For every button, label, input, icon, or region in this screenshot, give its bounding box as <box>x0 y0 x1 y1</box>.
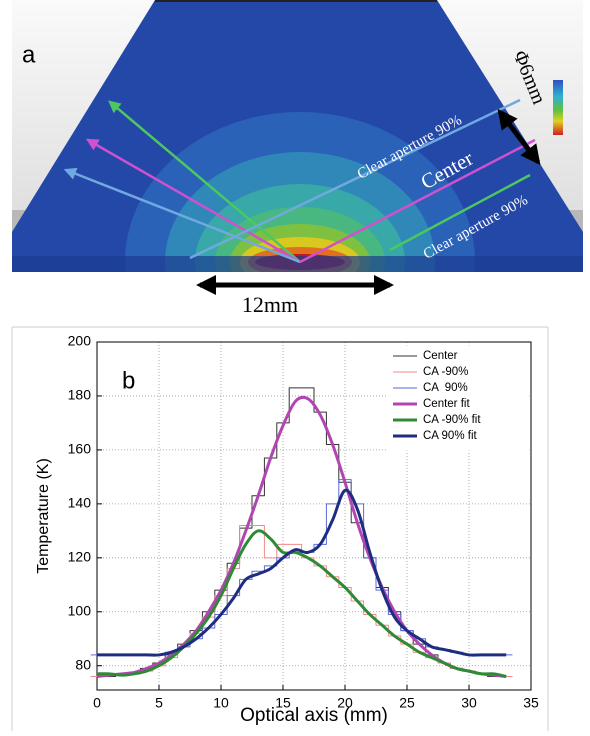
plot-frame <box>96 341 532 691</box>
width-label: 12mm <box>242 292 298 317</box>
y-axis-label: Temperature (K) <box>35 458 52 574</box>
y-tick-label: 80 <box>75 656 91 672</box>
legend-label: CA -90% <box>423 366 468 378</box>
legend-label: Center <box>423 350 458 362</box>
series-line <box>96 529 507 678</box>
y-tick-label: 100 <box>68 602 92 618</box>
legend-label: CA 90% fit <box>423 430 477 442</box>
x-tick-label: 15 <box>275 695 291 711</box>
panel-label: b <box>122 367 135 394</box>
legend-label: CA 90% <box>423 382 468 394</box>
x-tick-label: 0 <box>93 695 101 711</box>
x-tick-label: 35 <box>523 695 539 711</box>
series-line <box>96 488 507 657</box>
legend-label: CA -90% fit <box>423 414 481 426</box>
y-tick-label: 120 <box>68 549 92 565</box>
y-tick-label: 200 <box>68 333 92 349</box>
x-tick-label: 10 <box>213 695 229 711</box>
y-tick-label: 180 <box>68 387 92 403</box>
x-tick-label: 25 <box>399 695 415 711</box>
legend-box <box>386 345 530 451</box>
panel-a: a Clear aperture 90% Center Clear apertu… <box>12 0 583 317</box>
rays <box>63 98 536 264</box>
x-tick-label: 30 <box>461 695 477 711</box>
legend-label: Center fit <box>423 398 470 410</box>
series-line <box>90 479 513 656</box>
x-axis-label: Optical axis (mm) <box>240 705 388 726</box>
y-tick-label: 140 <box>68 495 92 511</box>
x-tick-label: 5 <box>155 695 163 711</box>
x-tick-label: 20 <box>337 695 353 711</box>
y-tick-label: 160 <box>68 441 92 457</box>
panel-label: a <box>22 41 36 68</box>
colorbar <box>553 80 563 135</box>
chart: 0 5 10 15 20 25 30 35 80 100 120 140 160 180 200 Center… <box>35 333 539 726</box>
